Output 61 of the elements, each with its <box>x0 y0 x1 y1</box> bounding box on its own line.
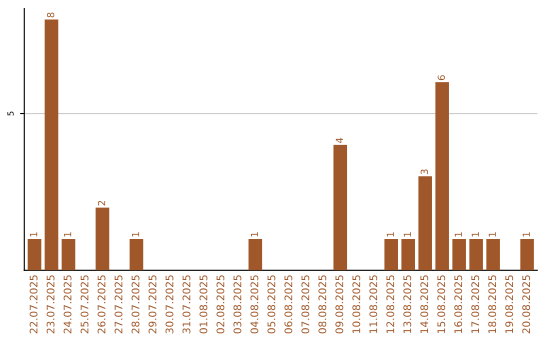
data-label: 1 <box>488 232 496 236</box>
y-tick-label: 5 <box>7 112 14 116</box>
x-tick-label: 31.07.2025 <box>182 275 190 334</box>
bar <box>401 238 415 270</box>
x-tick-label: 30.07.2025 <box>166 275 174 334</box>
x-tick-label: 15.08.2025 <box>437 275 446 333</box>
x-tick-label: 04.08.2025 <box>250 275 258 334</box>
x-tick-label: 20.08.2025 <box>522 275 530 334</box>
x-tick-label: 13.08.2025 <box>403 275 412 333</box>
x-tick-label: 12.08.2025 <box>386 275 394 333</box>
bar <box>62 238 76 270</box>
x-tick-label: 23.07.2025 <box>46 275 54 334</box>
x-tick-label: 11.08.2025 <box>369 275 378 333</box>
data-label: 2 <box>98 200 106 206</box>
x-tick-label: 03.08.2025 <box>233 275 242 334</box>
data-label: 1 <box>522 232 530 236</box>
x-tick-label: 16.08.2025 <box>454 275 462 333</box>
x-tick-label: 06.08.2025 <box>284 275 292 334</box>
bar <box>44 19 58 270</box>
bar <box>469 238 483 270</box>
bar <box>486 238 500 270</box>
data-label: 1 <box>132 232 140 236</box>
data-label: 1 <box>64 232 72 236</box>
x-tick-label: 02.08.2025 <box>216 275 224 334</box>
x-tick-label: 10.08.2025 <box>352 275 360 333</box>
data-label: 6 <box>438 75 445 80</box>
x-tick-label: 26.07.2025 <box>98 275 106 334</box>
data-label: 1 <box>30 232 38 236</box>
x-tick-label: 05.08.2025 <box>267 275 276 334</box>
x-tick-label: 28.07.2025 <box>132 275 140 334</box>
x-tick-label: 08.08.2025 <box>318 275 326 334</box>
data-label: 4 <box>336 138 343 144</box>
bar <box>96 208 110 270</box>
bar <box>520 238 534 270</box>
data-label: 1 <box>250 232 258 236</box>
data-label: 3 <box>420 169 428 174</box>
x-tick-label: 25.07.2025 <box>80 275 88 334</box>
bar <box>333 144 348 270</box>
x-tick-label: 09.08.2025 <box>335 275 344 334</box>
bar <box>248 238 262 270</box>
x-tick-label: 29.07.2025 <box>148 275 156 334</box>
x-tick-label: 07.08.2025 <box>301 275 310 334</box>
data-label: 1 <box>454 232 462 236</box>
x-tick-label: 17.08.2025 <box>471 275 480 333</box>
x-tick-label: 18.08.2025 <box>488 275 496 333</box>
x-tick-label: 22.07.2025 <box>30 275 38 334</box>
x-tick-label: 27.07.2025 <box>114 275 122 334</box>
bar <box>130 238 144 270</box>
bar <box>28 238 42 270</box>
bar <box>452 238 466 270</box>
bar <box>418 176 432 270</box>
data-label: 8 <box>46 12 54 18</box>
data-label: 1 <box>472 232 479 236</box>
x-tick-label: 24.07.2025 <box>64 275 72 334</box>
x-tick-label: 01.08.2025 <box>200 275 208 334</box>
bar <box>384 238 398 270</box>
x-tick-label: 19.08.2025 <box>505 275 514 333</box>
x-tick-label: 14.08.2025 <box>420 275 428 333</box>
data-label: 1 <box>386 232 394 236</box>
bar <box>435 82 449 270</box>
data-label: 1 <box>404 232 411 236</box>
